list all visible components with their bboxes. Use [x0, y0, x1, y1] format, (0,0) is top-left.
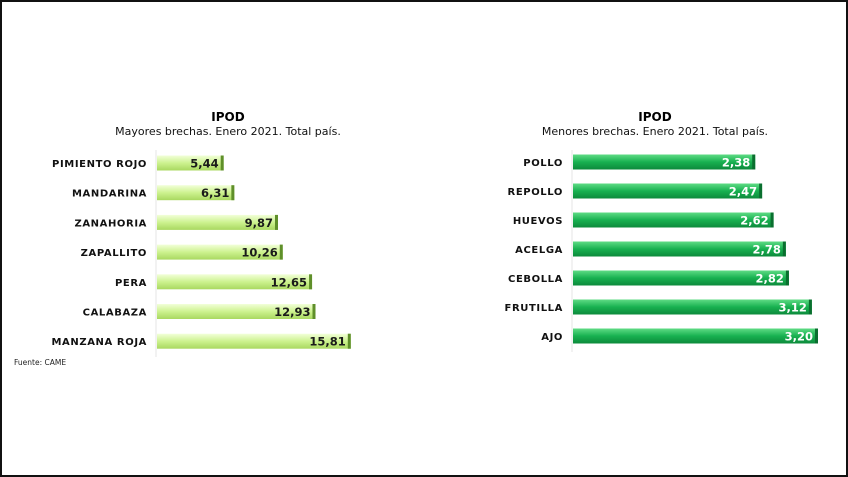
- data-label: 10,26: [241, 246, 277, 260]
- chart-subtitle: Mayores brechas. Enero 2021. Total país.: [115, 125, 341, 138]
- bar-end-shade: [231, 185, 235, 201]
- bar: [573, 183, 763, 199]
- chart-title: IPOD: [638, 110, 671, 124]
- category-label: CEBOLLA: [508, 274, 563, 285]
- data-label: 6,31: [201, 186, 229, 200]
- chart-title: IPOD: [211, 110, 244, 124]
- bar: [157, 304, 316, 319]
- data-label: 9,87: [245, 216, 273, 230]
- data-label: 3,20: [785, 330, 813, 344]
- data-label: 2,82: [756, 272, 784, 286]
- bars-group: POLLO 2,38 REPOLLO 2,47 HUEVOS 2,62 ACELGA 2,78…: [505, 154, 818, 344]
- category-label: PERA: [115, 278, 147, 289]
- bar: [573, 241, 786, 257]
- bar: [573, 212, 774, 228]
- bars-group: PIMIENTO ROJO 5,44 MANDARINA 6,31 ZANAHORIA 9…: [51, 155, 351, 349]
- bar-end-shade: [815, 328, 818, 344]
- bar: [573, 299, 812, 315]
- category-label: MANDARINA: [72, 189, 147, 200]
- category-label: CALABAZA: [83, 308, 147, 319]
- bar-end-shade: [785, 270, 789, 286]
- category-label: POLLO: [523, 158, 563, 169]
- bar-end-shade: [312, 304, 316, 319]
- bar-end-shade: [782, 241, 786, 257]
- data-label: 12,93: [274, 305, 310, 319]
- bar-end-shade: [808, 299, 812, 315]
- data-label: 2,78: [752, 243, 780, 257]
- bar-end-shade: [220, 155, 224, 171]
- bar: [157, 333, 351, 349]
- category-label: ZANAHORIA: [74, 218, 147, 229]
- bar-end-shade: [274, 214, 278, 230]
- data-label: 12,65: [271, 275, 307, 289]
- data-label: 2,38: [722, 156, 750, 170]
- bar: [157, 214, 278, 230]
- bar-end-shade: [770, 212, 774, 228]
- chart-menores-brechas: IPOD Menores brechas. Enero 2021. Total …: [505, 110, 818, 352]
- bar: [157, 274, 313, 290]
- data-label: 15,81: [309, 335, 345, 349]
- bar: [573, 154, 756, 170]
- bar-end-shade: [347, 333, 351, 349]
- bar: [573, 270, 789, 286]
- bar-end-shade: [309, 274, 313, 290]
- bar-end-shade: [759, 183, 763, 199]
- category-label: PIMIENTO ROJO: [52, 159, 147, 170]
- category-label: HUEVOS: [513, 216, 563, 227]
- category-label: MANZANA ROJA: [51, 337, 147, 348]
- chart-subtitle: Menores brechas. Enero 2021. Total país.: [542, 125, 768, 138]
- bar: [573, 328, 818, 344]
- chart-mayores-brechas: IPOD Mayores brechas. Enero 2021. Total …: [51, 110, 351, 357]
- category-label: FRUTILLA: [505, 303, 563, 314]
- bar-end-shade: [279, 244, 283, 260]
- source-note: Fuente: CAME: [14, 358, 67, 367]
- bar: [157, 155, 224, 171]
- bar-end-shade: [752, 154, 756, 170]
- category-label: REPOLLO: [508, 187, 563, 198]
- category-label: ZAPALLITO: [81, 248, 147, 259]
- category-label: ACELGA: [515, 245, 563, 256]
- bar: [157, 244, 283, 260]
- category-label: AJO: [541, 332, 563, 343]
- data-label: 2,62: [740, 214, 768, 228]
- data-label: 5,44: [190, 157, 218, 171]
- bar: [157, 185, 235, 201]
- data-label: 2,47: [729, 185, 757, 199]
- data-label: 3,12: [779, 301, 807, 315]
